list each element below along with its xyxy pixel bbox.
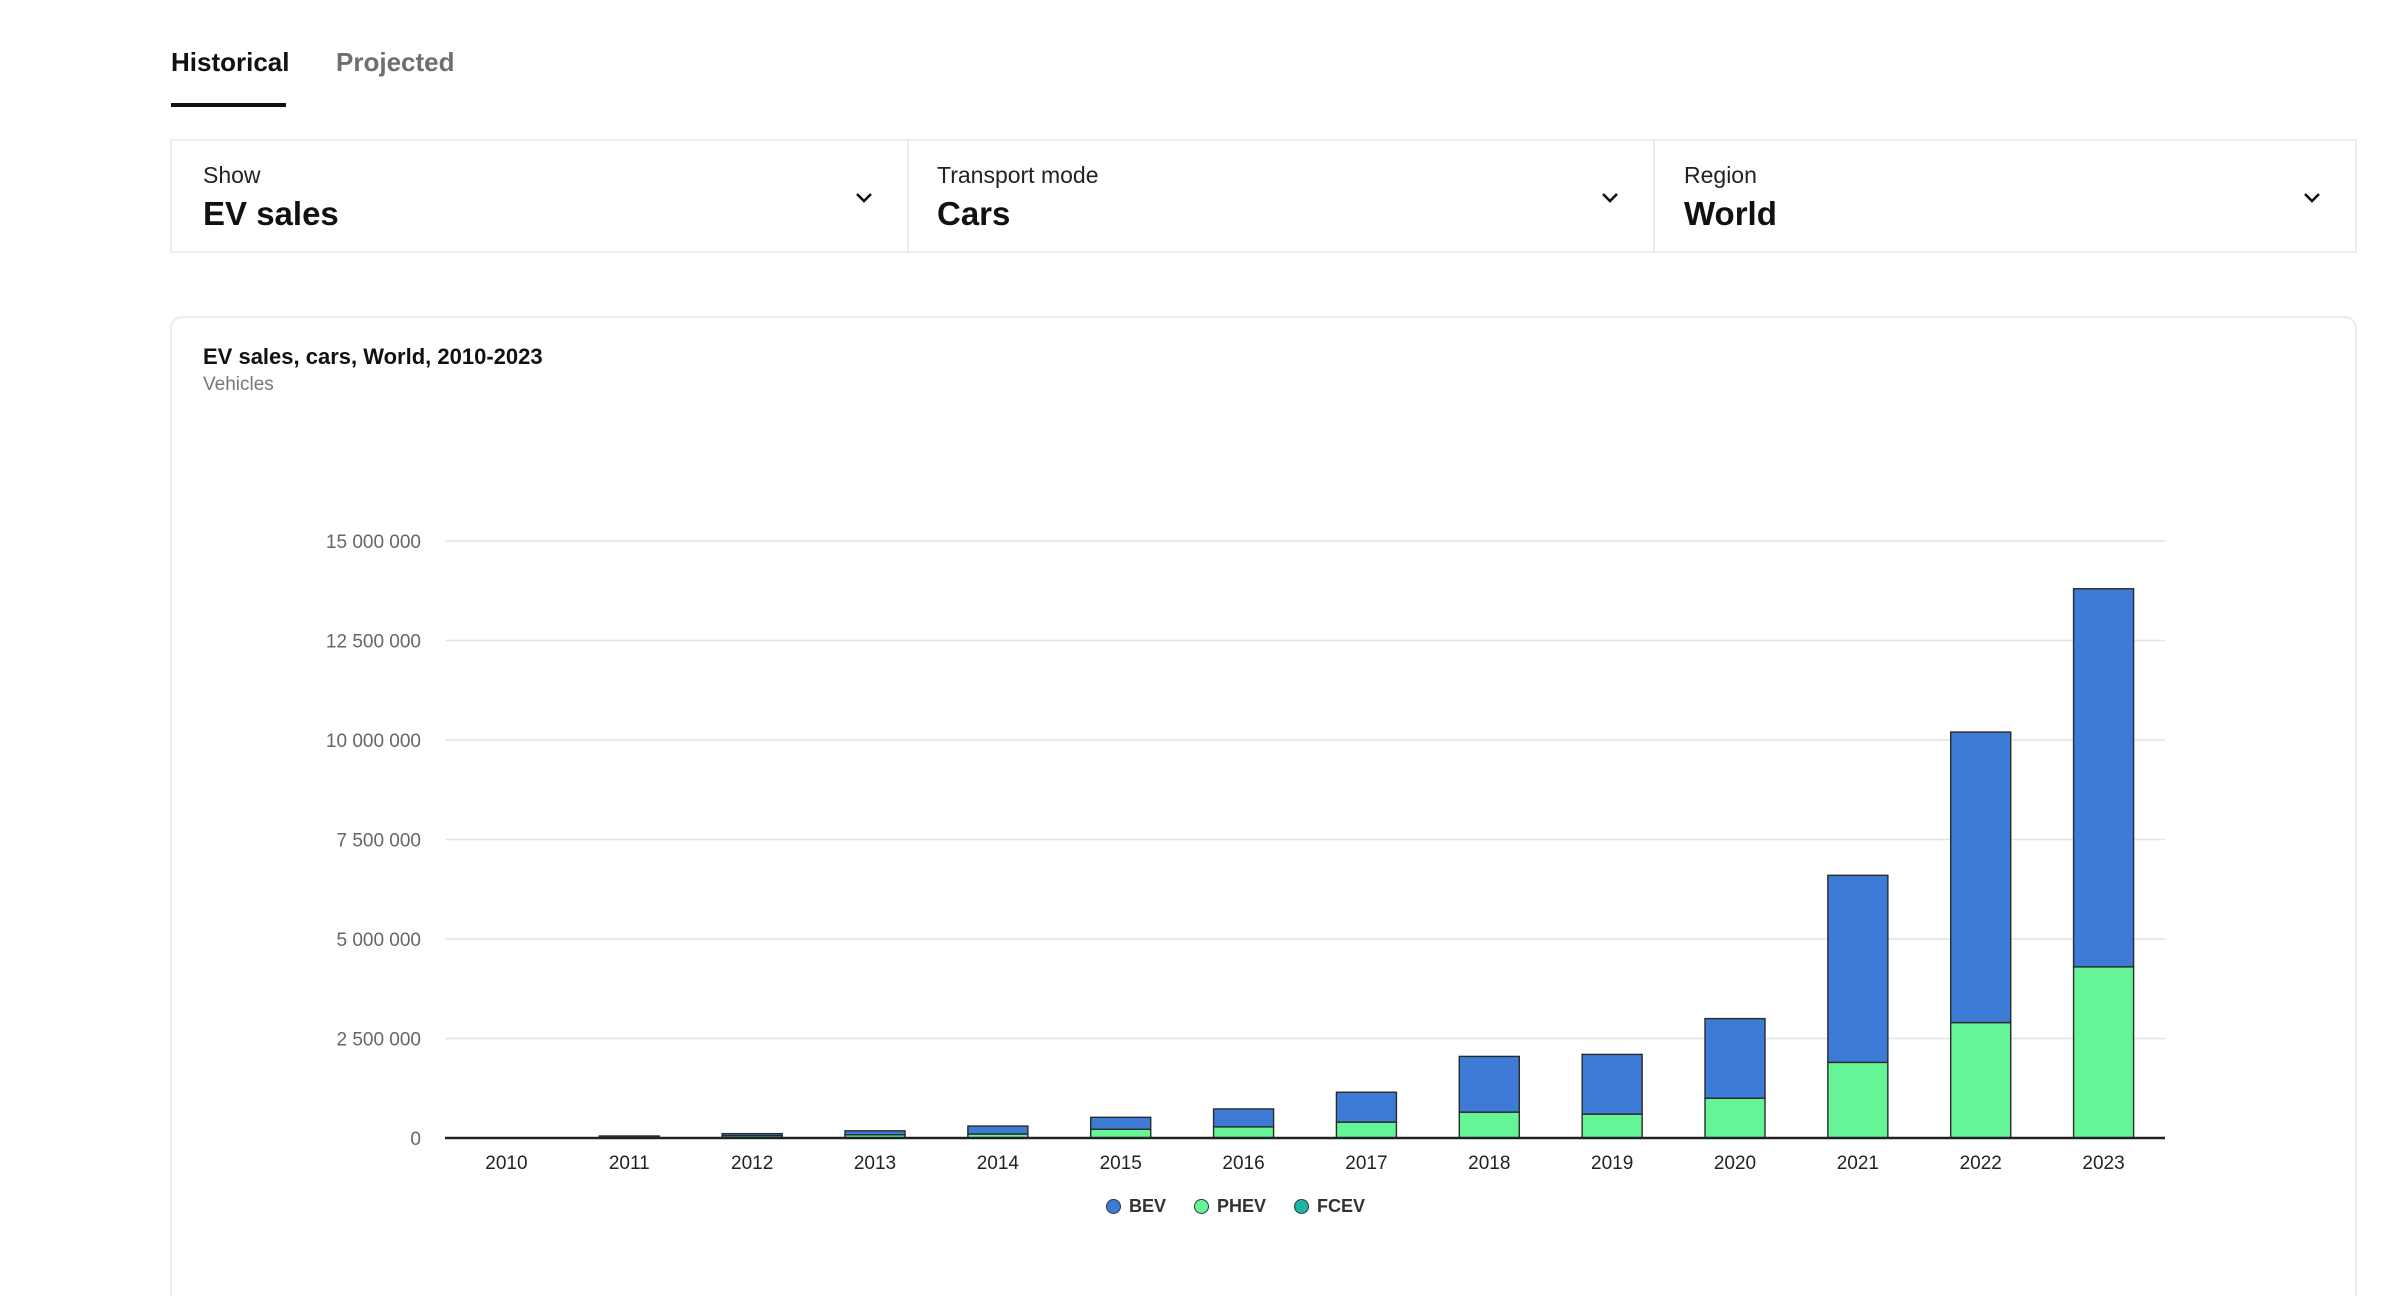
legend-dot	[1294, 1199, 1310, 1214]
filter-bar: Show EV sales Transport mode Cars Region…	[170, 139, 2357, 253]
bar-phev-2020	[1704, 1097, 1766, 1139]
show-select-label: Show	[203, 162, 261, 188]
y-tick-label: 7 500 000	[336, 831, 421, 852]
chart-subtitle: Vehicles	[203, 374, 274, 395]
region-select-label: Region	[1684, 162, 1757, 188]
bar-bev-2020	[1704, 1017, 1766, 1099]
bar-phev-2023	[2072, 966, 2135, 1139]
bar-phev-2017	[1335, 1121, 1398, 1139]
legend-dot	[1106, 1199, 1121, 1214]
transport-mode-select-value: Cars	[937, 195, 1011, 232]
legend-label: PHEV	[1217, 1196, 1267, 1216]
chart-legend: BEV PHEV FCEV	[0, 1196, 2404, 1226]
legend-label: FCEV	[1317, 1196, 1366, 1216]
chevron-down-icon	[1602, 193, 1618, 203]
x-tick-label: 2011	[609, 1153, 650, 1174]
y-tick-label: 5 000 000	[336, 930, 421, 951]
tab-historical[interactable]: Historical	[171, 47, 290, 77]
x-tick-label: 2017	[1345, 1153, 1387, 1174]
y-tick-label: 2 500 000	[336, 1030, 421, 1051]
bar-bev-2016	[1212, 1108, 1275, 1128]
bar-bev-2013	[844, 1130, 906, 1136]
bar-bev-2023	[2072, 588, 2135, 968]
bar-phev-2016	[1212, 1126, 1275, 1139]
y-tick-label: 0	[410, 1129, 421, 1150]
x-tick-label: 2023	[2082, 1153, 2124, 1174]
legend-dot	[1194, 1199, 1210, 1214]
bar-bev-2022	[1950, 731, 2012, 1024]
bar-bev-2019	[1581, 1053, 1643, 1115]
y-tick-label: 10 000 000	[326, 731, 421, 752]
legend-item-fcev[interactable]: FCEV	[1294, 1196, 1365, 1217]
chart-card	[170, 316, 2357, 1296]
tab-projected[interactable]: Projected	[336, 47, 455, 77]
bar-phev-2018	[1458, 1111, 1520, 1139]
bar-bev-2015	[1090, 1116, 1152, 1130]
bar-bev-2014	[967, 1125, 1029, 1135]
x-tick-label: 2021	[1837, 1153, 1879, 1174]
x-tick-label: 2016	[1222, 1153, 1264, 1174]
x-tick-label: 2022	[1960, 1153, 2002, 1174]
x-tick-label: 2020	[1714, 1153, 1756, 1174]
bar-phev-2022	[1950, 1021, 2012, 1139]
bar-bev-2017	[1335, 1091, 1398, 1123]
x-tick-label: 2012	[731, 1153, 773, 1174]
bar-phev-2021	[1827, 1061, 1889, 1139]
bar-bev-2021	[1827, 874, 1889, 1064]
y-tick-label: 12 500 000	[326, 632, 421, 653]
x-tick-label: 2018	[1468, 1153, 1510, 1174]
show-select-value: EV sales	[203, 195, 339, 232]
x-tick-label: 2014	[977, 1153, 1020, 1174]
bar-phev-2019	[1581, 1113, 1643, 1139]
legend-item-bev[interactable]: BEV	[1106, 1196, 1166, 1217]
bar-phev-2015	[1090, 1128, 1152, 1139]
bar-bev-2012	[721, 1132, 783, 1137]
legend-item-phev[interactable]: PHEV	[1194, 1196, 1266, 1217]
legend-label: BEV	[1129, 1196, 1167, 1216]
chevron-down-icon	[2304, 193, 2320, 203]
active-tab-indicator	[171, 103, 286, 107]
x-tick-label: 2019	[1591, 1153, 1633, 1174]
region-select-value: World	[1684, 195, 1777, 232]
bar-bev-2018	[1458, 1055, 1520, 1113]
region-select[interactable]: Region World	[1655, 141, 2355, 251]
transport-mode-select[interactable]: Transport mode Cars	[909, 141, 1655, 251]
transport-mode-select-label: Transport mode	[937, 162, 1099, 188]
y-tick-label: 15 000 000	[326, 532, 421, 553]
x-tick-label: 2010	[485, 1153, 527, 1174]
chart-title: EV sales, cars, World, 2010-2023	[203, 344, 543, 369]
x-tick-label: 2013	[854, 1153, 896, 1174]
chevron-down-icon	[856, 193, 872, 203]
x-tick-label: 2015	[1100, 1153, 1142, 1174]
show-select[interactable]: Show EV sales	[172, 141, 909, 251]
